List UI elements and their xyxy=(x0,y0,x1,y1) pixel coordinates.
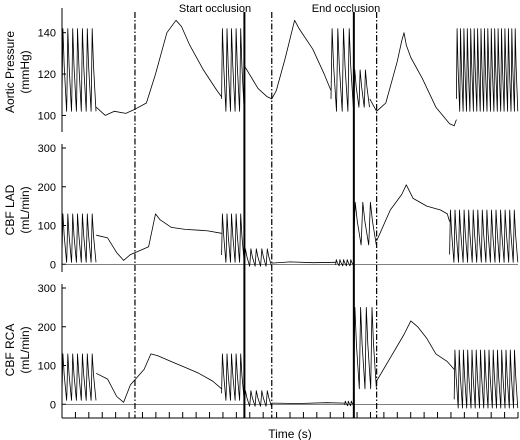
y-tick-label: 0 xyxy=(50,399,56,411)
trace-segment xyxy=(61,213,97,263)
trace-segment xyxy=(376,320,455,382)
trace-segment xyxy=(353,307,377,390)
trace-segment xyxy=(369,32,457,127)
trace-segment xyxy=(453,349,519,409)
y-tick-label: 200 xyxy=(38,182,56,194)
y-axis-label: (mL/min) xyxy=(18,326,32,373)
trace-segment xyxy=(353,69,370,108)
trace-segment xyxy=(376,184,450,242)
trace-segment xyxy=(271,261,336,264)
x-axis-label: Time (s) xyxy=(268,427,312,440)
panel-2: 0 100 200 300 CBF LAD (mL/min) xyxy=(3,143,519,272)
trace-segment xyxy=(61,353,97,401)
y-tick-label: 100 xyxy=(38,361,56,373)
trace-segment xyxy=(244,390,272,407)
y-tick-label: 120 xyxy=(38,69,56,81)
trace-segment xyxy=(61,28,97,112)
trace-segment xyxy=(335,259,355,267)
trace-segment xyxy=(271,402,345,404)
trace-segment xyxy=(353,201,377,246)
trace-segment xyxy=(96,353,222,403)
y-axis-label: (mL/min) xyxy=(18,186,32,233)
trace-segment xyxy=(95,19,222,116)
y-tick-label: 100 xyxy=(38,110,56,122)
panel-3: 0 100 200 300 CBF RCA (mL/min) xyxy=(3,283,519,412)
event-markers xyxy=(134,12,378,418)
trace-segment xyxy=(344,400,355,407)
trace-segment xyxy=(244,19,332,100)
y-tick-label: 300 xyxy=(38,283,56,295)
trace-segment xyxy=(330,28,354,112)
trace-segment xyxy=(244,248,272,267)
trace-segment xyxy=(96,213,222,261)
panels-layer: 100 120 140 Aortic Pressure (mmHg) 0 100 200 300… xyxy=(3,8,519,412)
trace-segment xyxy=(221,28,245,112)
y-tick-label: 0 xyxy=(50,259,56,271)
y-tick-label: 200 xyxy=(38,322,56,334)
y-axis-label: CBF LAD xyxy=(3,184,17,235)
y-tick-label: 100 xyxy=(38,221,56,233)
y-axis-label: CBF RCA xyxy=(3,324,17,377)
panel-1: 100 120 140 Aortic Pressure (mmHg) xyxy=(3,8,519,132)
trace-segment xyxy=(221,353,245,401)
trace-segment xyxy=(456,28,519,112)
y-tick-label: 140 xyxy=(38,28,56,40)
y-axis-label: Aortic Pressure xyxy=(3,31,17,113)
y-axis-label: (mmHg) xyxy=(18,50,32,93)
y-tick-label: 300 xyxy=(38,143,56,155)
trace-segment xyxy=(221,213,245,263)
start-occlusion-annotation: Start occlusion xyxy=(179,3,251,15)
end-occlusion-annotation: End occlusion xyxy=(312,3,381,15)
x-axis xyxy=(61,412,519,419)
trace-segment xyxy=(449,209,519,263)
